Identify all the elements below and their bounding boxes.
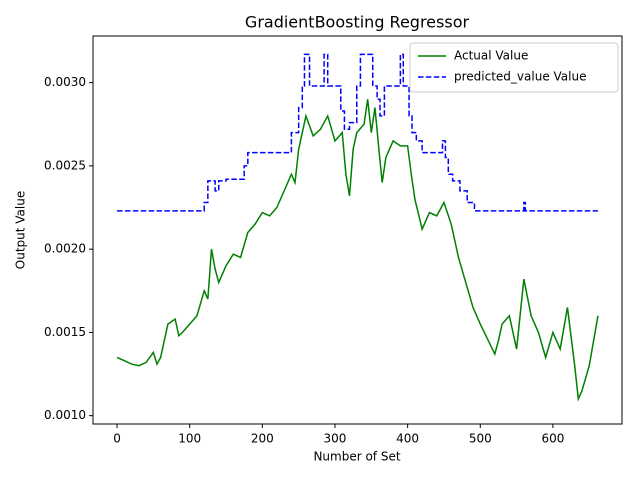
y-axis-label: Output Value: [14, 191, 28, 269]
y-tick-label: 0.0020: [44, 242, 86, 256]
x-tick-label: 100: [178, 432, 201, 446]
y-tick-label: 0.0025: [44, 158, 86, 172]
x-tick-label: 0: [113, 432, 121, 446]
legend-box: [409, 42, 619, 93]
y-tick-label: 0.0030: [44, 75, 86, 89]
x-tick-label: 400: [396, 432, 419, 446]
data-line: [117, 53, 598, 212]
x-tick-label: 500: [469, 432, 492, 446]
chart-title: GradientBoosting Regressor: [245, 13, 470, 32]
y-tick-label: 0.0010: [44, 408, 86, 422]
data-line: [116, 99, 599, 402]
legend-label: predicted_value Value: [454, 70, 586, 84]
legend-label: Actual Value: [454, 49, 528, 63]
y-tick-label: 0.0015: [44, 325, 86, 339]
x-tick-label: 300: [324, 432, 347, 446]
x-tick-label: 600: [541, 432, 564, 446]
x-axis-label: Number of Set: [313, 450, 400, 464]
x-tick-label: 200: [251, 432, 274, 446]
plot-frame: [92, 35, 623, 425]
